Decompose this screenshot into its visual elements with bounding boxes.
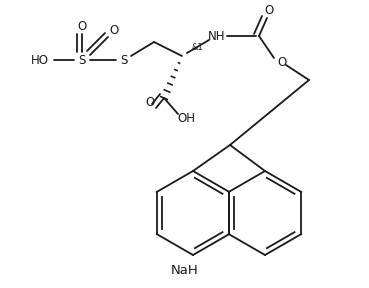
Text: O: O <box>109 24 118 37</box>
Text: S: S <box>78 54 86 67</box>
Text: NH: NH <box>208 29 226 43</box>
Text: O: O <box>264 3 274 16</box>
Text: O: O <box>145 96 155 109</box>
Text: O: O <box>77 20 87 33</box>
Text: NaH: NaH <box>171 264 199 276</box>
Text: S: S <box>120 54 128 67</box>
Text: &1: &1 <box>192 43 204 52</box>
Text: OH: OH <box>177 111 195 124</box>
Text: HO: HO <box>31 54 49 67</box>
Text: O: O <box>277 56 287 69</box>
